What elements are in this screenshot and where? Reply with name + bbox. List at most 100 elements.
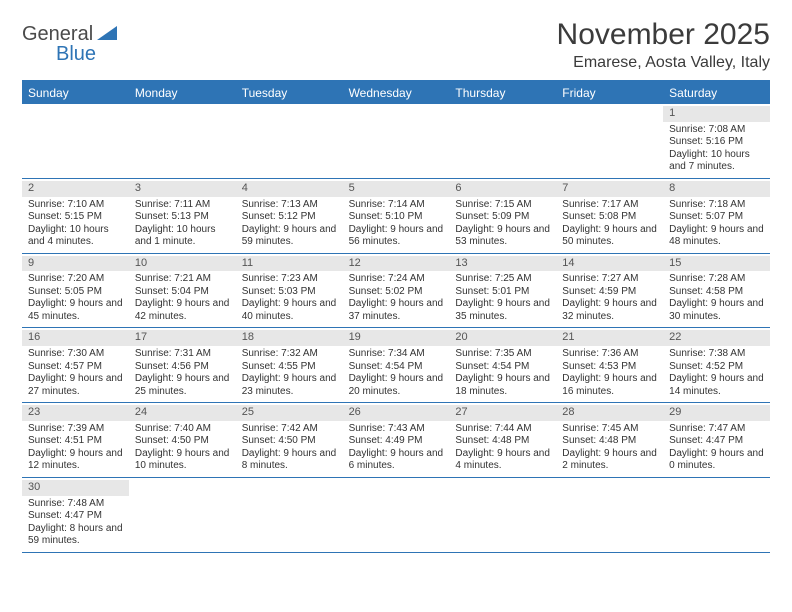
day-number: 1 <box>663 106 770 122</box>
sunset-text: Sunset: 4:48 PM <box>562 435 657 448</box>
day-cell <box>236 478 343 552</box>
day-cell: 27Sunrise: 7:44 AMSunset: 4:48 PMDayligh… <box>449 403 556 477</box>
sunrise-text: Sunrise: 7:10 AM <box>28 199 123 212</box>
day-cell: 3Sunrise: 7:11 AMSunset: 5:13 PMDaylight… <box>129 179 236 253</box>
sunset-text: Sunset: 4:53 PM <box>562 361 657 374</box>
day-cell <box>663 478 770 552</box>
sunset-text: Sunset: 5:10 PM <box>349 211 444 224</box>
logo-text: General Blue <box>22 24 119 63</box>
sunrise-text: Sunrise: 7:34 AM <box>349 348 444 361</box>
day-number: 8 <box>663 181 770 197</box>
day-cell: 19Sunrise: 7:34 AMSunset: 4:54 PMDayligh… <box>343 328 450 402</box>
day-number: 9 <box>22 256 129 272</box>
sunrise-text: Sunrise: 7:43 AM <box>349 423 444 436</box>
sunrise-text: Sunrise: 7:47 AM <box>669 423 764 436</box>
day-cell: 22Sunrise: 7:38 AMSunset: 4:52 PMDayligh… <box>663 328 770 402</box>
day-header: Tuesday <box>236 82 343 104</box>
sunset-text: Sunset: 5:09 PM <box>455 211 550 224</box>
day-number: 4 <box>236 181 343 197</box>
day-cell: 25Sunrise: 7:42 AMSunset: 4:50 PMDayligh… <box>236 403 343 477</box>
day-cell <box>129 104 236 178</box>
day-header: Saturday <box>663 82 770 104</box>
sunset-text: Sunset: 5:07 PM <box>669 211 764 224</box>
day-cell: 2Sunrise: 7:10 AMSunset: 5:15 PMDaylight… <box>22 179 129 253</box>
day-cell <box>449 104 556 178</box>
daylight-text: Daylight: 9 hours and 42 minutes. <box>135 298 230 323</box>
sunset-text: Sunset: 4:55 PM <box>242 361 337 374</box>
day-number: 30 <box>22 480 129 496</box>
sunrise-text: Sunrise: 7:28 AM <box>669 273 764 286</box>
day-number: 25 <box>236 405 343 421</box>
day-cell: 4Sunrise: 7:13 AMSunset: 5:12 PMDaylight… <box>236 179 343 253</box>
day-cell <box>343 478 450 552</box>
daylight-text: Daylight: 9 hours and 40 minutes. <box>242 298 337 323</box>
day-number: 29 <box>663 405 770 421</box>
day-number: 27 <box>449 405 556 421</box>
daylight-text: Daylight: 9 hours and 25 minutes. <box>135 373 230 398</box>
header: General Blue November 2025 Emarese, Aost… <box>22 18 770 72</box>
day-number: 19 <box>343 330 450 346</box>
daylight-text: Daylight: 9 hours and 2 minutes. <box>562 448 657 473</box>
day-cell: 1Sunrise: 7:08 AMSunset: 5:16 PMDaylight… <box>663 104 770 178</box>
sunrise-text: Sunrise: 7:39 AM <box>28 423 123 436</box>
daylight-text: Daylight: 9 hours and 30 minutes. <box>669 298 764 323</box>
page: General Blue November 2025 Emarese, Aost… <box>0 0 792 563</box>
daylight-text: Daylight: 8 hours and 59 minutes. <box>28 523 123 548</box>
sunset-text: Sunset: 5:03 PM <box>242 286 337 299</box>
day-number: 5 <box>343 181 450 197</box>
page-title: November 2025 <box>557 18 770 52</box>
sunrise-text: Sunrise: 7:08 AM <box>669 124 764 137</box>
day-number: 10 <box>129 256 236 272</box>
week-row: 2Sunrise: 7:10 AMSunset: 5:15 PMDaylight… <box>22 179 770 254</box>
day-header: Wednesday <box>343 82 450 104</box>
day-cell: 26Sunrise: 7:43 AMSunset: 4:49 PMDayligh… <box>343 403 450 477</box>
day-cell <box>22 104 129 178</box>
daylight-text: Daylight: 9 hours and 37 minutes. <box>349 298 444 323</box>
sunset-text: Sunset: 4:47 PM <box>28 510 123 523</box>
sunrise-text: Sunrise: 7:42 AM <box>242 423 337 436</box>
sunrise-text: Sunrise: 7:45 AM <box>562 423 657 436</box>
day-header: Sunday <box>22 82 129 104</box>
daylight-text: Daylight: 9 hours and 32 minutes. <box>562 298 657 323</box>
daylight-text: Daylight: 9 hours and 14 minutes. <box>669 373 764 398</box>
daylight-text: Daylight: 9 hours and 23 minutes. <box>242 373 337 398</box>
day-cell: 5Sunrise: 7:14 AMSunset: 5:10 PMDaylight… <box>343 179 450 253</box>
day-cell: 10Sunrise: 7:21 AMSunset: 5:04 PMDayligh… <box>129 254 236 328</box>
sunrise-text: Sunrise: 7:13 AM <box>242 199 337 212</box>
day-cell <box>236 104 343 178</box>
sunrise-text: Sunrise: 7:18 AM <box>669 199 764 212</box>
day-number: 12 <box>343 256 450 272</box>
sunrise-text: Sunrise: 7:44 AM <box>455 423 550 436</box>
sunset-text: Sunset: 4:48 PM <box>455 435 550 448</box>
daylight-text: Daylight: 9 hours and 48 minutes. <box>669 224 764 249</box>
daylight-text: Daylight: 10 hours and 7 minutes. <box>669 149 764 174</box>
calendar: Sunday Monday Tuesday Wednesday Thursday… <box>22 80 770 553</box>
day-header-row: Sunday Monday Tuesday Wednesday Thursday… <box>22 82 770 104</box>
sunset-text: Sunset: 5:02 PM <box>349 286 444 299</box>
day-number: 28 <box>556 405 663 421</box>
day-cell: 30Sunrise: 7:48 AMSunset: 4:47 PMDayligh… <box>22 478 129 552</box>
sunset-text: Sunset: 4:47 PM <box>669 435 764 448</box>
sunset-text: Sunset: 5:04 PM <box>135 286 230 299</box>
sunrise-text: Sunrise: 7:31 AM <box>135 348 230 361</box>
day-cell: 12Sunrise: 7:24 AMSunset: 5:02 PMDayligh… <box>343 254 450 328</box>
daylight-text: Daylight: 10 hours and 1 minute. <box>135 224 230 249</box>
sunset-text: Sunset: 5:15 PM <box>28 211 123 224</box>
sunset-text: Sunset: 4:58 PM <box>669 286 764 299</box>
daylight-text: Daylight: 9 hours and 6 minutes. <box>349 448 444 473</box>
week-row: 9Sunrise: 7:20 AMSunset: 5:05 PMDaylight… <box>22 254 770 329</box>
sunrise-text: Sunrise: 7:35 AM <box>455 348 550 361</box>
sunrise-text: Sunrise: 7:40 AM <box>135 423 230 436</box>
daylight-text: Daylight: 9 hours and 10 minutes. <box>135 448 230 473</box>
sunset-text: Sunset: 4:54 PM <box>349 361 444 374</box>
sunrise-text: Sunrise: 7:38 AM <box>669 348 764 361</box>
sunrise-text: Sunrise: 7:30 AM <box>28 348 123 361</box>
day-cell: 15Sunrise: 7:28 AMSunset: 4:58 PMDayligh… <box>663 254 770 328</box>
day-cell: 7Sunrise: 7:17 AMSunset: 5:08 PMDaylight… <box>556 179 663 253</box>
day-cell <box>556 478 663 552</box>
sunrise-text: Sunrise: 7:11 AM <box>135 199 230 212</box>
day-cell: 17Sunrise: 7:31 AMSunset: 4:56 PMDayligh… <box>129 328 236 402</box>
sunset-text: Sunset: 4:50 PM <box>135 435 230 448</box>
day-cell: 24Sunrise: 7:40 AMSunset: 4:50 PMDayligh… <box>129 403 236 477</box>
daylight-text: Daylight: 9 hours and 59 minutes. <box>242 224 337 249</box>
